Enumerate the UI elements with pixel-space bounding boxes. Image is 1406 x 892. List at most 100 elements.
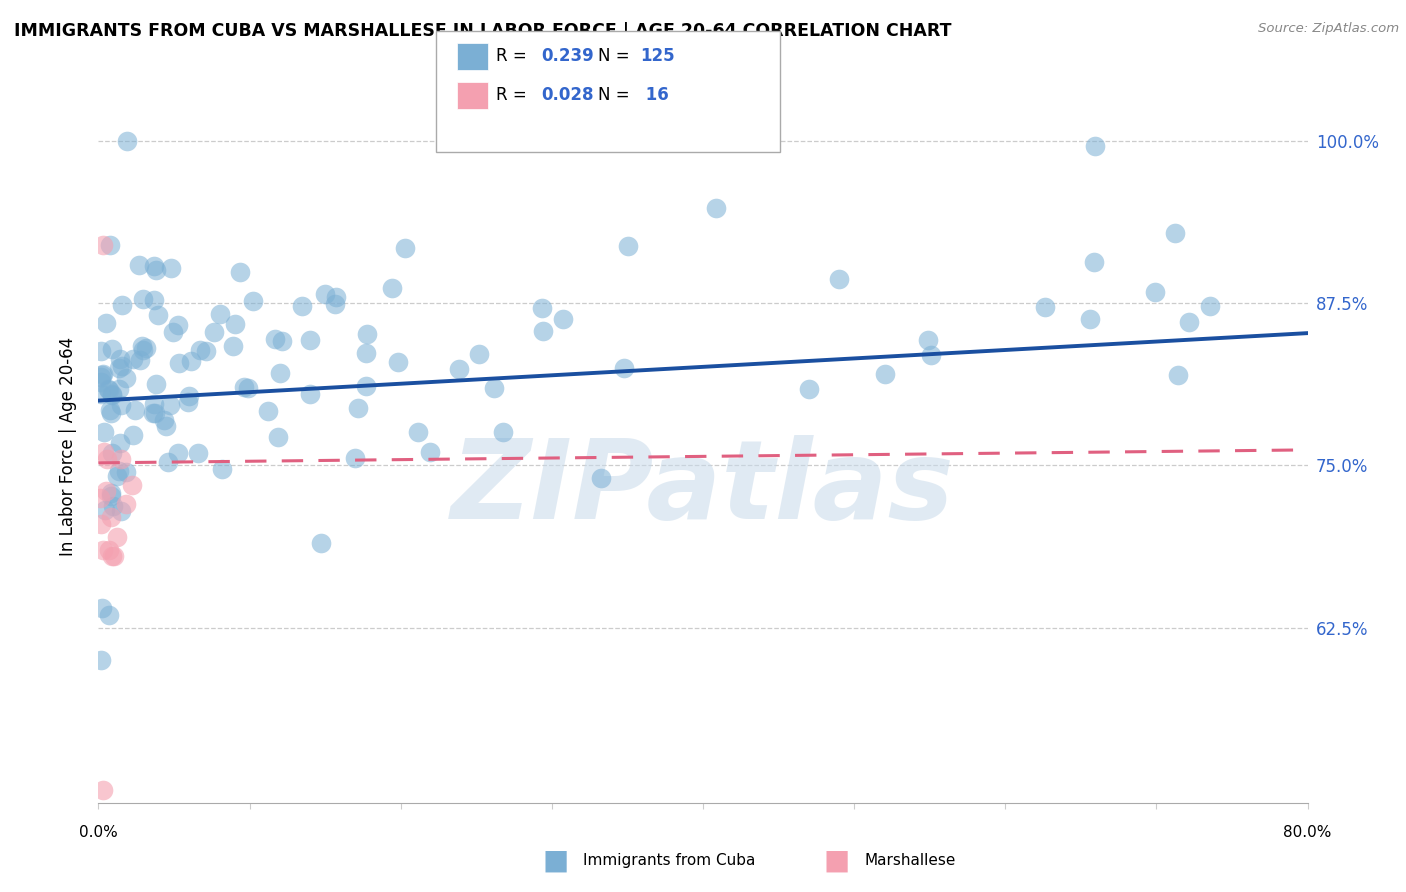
Point [177,389,200,403]
Point [97,607,120,622]
Point [188,343,211,358]
Point [180,354,202,368]
Text: R =: R = [496,87,533,104]
Point [90,369,112,384]
Point [1084,139,1107,153]
Point [110,359,132,374]
Point [91,238,114,252]
Point [132,292,155,306]
Text: 16: 16 [640,87,668,104]
Point [617,239,640,253]
Point [96,316,118,330]
Point [704,201,727,215]
Point [1143,285,1166,300]
Point [873,367,896,381]
Point [148,308,170,322]
Text: IMMIGRANTS FROM CUBA VS MARSHALLESE IN LABOR FORCE | AGE 20-64 CORRELATION CHART: IMMIGRANTS FROM CUBA VS MARSHALLESE IN L… [14,22,952,40]
Point [101,342,124,356]
Point [236,381,259,395]
Point [145,376,167,391]
Point [257,404,280,418]
Point [89,491,111,505]
Text: Source: ZipAtlas.com: Source: ZipAtlas.com [1258,22,1399,36]
Point [1080,312,1102,326]
Point [142,406,165,420]
Point [142,293,165,307]
Point [354,346,377,360]
Text: N =: N = [598,87,634,104]
Text: Marshallese: Marshallese [865,854,956,868]
Text: 0.028: 0.028 [541,87,593,104]
Point [108,361,131,376]
Point [93,445,115,459]
Point [1083,255,1105,269]
Point [108,383,131,397]
Point [1033,301,1056,315]
Point [408,425,430,440]
Point [153,413,176,427]
Point [394,241,416,255]
Text: ■: ■ [543,847,568,875]
Point [97,383,120,397]
Text: ZIPatlas: ZIPatlas [451,435,955,542]
Point [121,428,143,442]
Point [162,326,184,340]
Point [467,347,489,361]
Point [90,653,112,667]
Text: 0.0%: 0.0% [79,825,118,840]
Point [101,549,124,564]
Point [101,387,124,401]
Point [115,371,138,385]
Point [91,782,114,797]
Point [613,360,636,375]
Point [347,401,370,415]
Point [103,549,125,564]
Point [98,402,121,417]
Point [91,542,114,557]
Point [135,341,157,355]
Text: R =: R = [496,47,533,65]
Point [449,361,471,376]
Point [167,318,190,332]
Point [94,484,117,499]
Point [101,499,124,513]
Point [121,478,143,492]
Point [1178,315,1201,329]
Point [105,468,128,483]
Text: 0.239: 0.239 [541,47,595,65]
Point [105,530,128,544]
Point [108,464,131,478]
Point [90,344,112,359]
Point [356,326,378,341]
Point [917,333,939,347]
Point [208,307,231,321]
Point [589,471,612,485]
Point [90,375,112,389]
Point [100,486,122,500]
Point [160,260,183,275]
Point [264,332,287,346]
Point [91,601,114,615]
Point [98,238,121,252]
Point [90,516,112,531]
Point [110,504,132,518]
Point [100,489,122,503]
Point [142,259,165,273]
Point [110,351,132,366]
Point [98,542,121,557]
Point [419,445,441,459]
Point [110,436,132,450]
Text: ■: ■ [824,847,849,875]
Point [267,430,290,444]
Point [167,445,190,459]
Point [110,398,132,412]
Point [323,296,346,310]
Point [531,324,554,338]
Point [381,281,404,295]
Point [1167,368,1189,382]
Point [96,452,118,467]
Point [325,290,347,304]
Point [93,503,115,517]
Point [143,406,166,420]
Point [100,510,122,524]
